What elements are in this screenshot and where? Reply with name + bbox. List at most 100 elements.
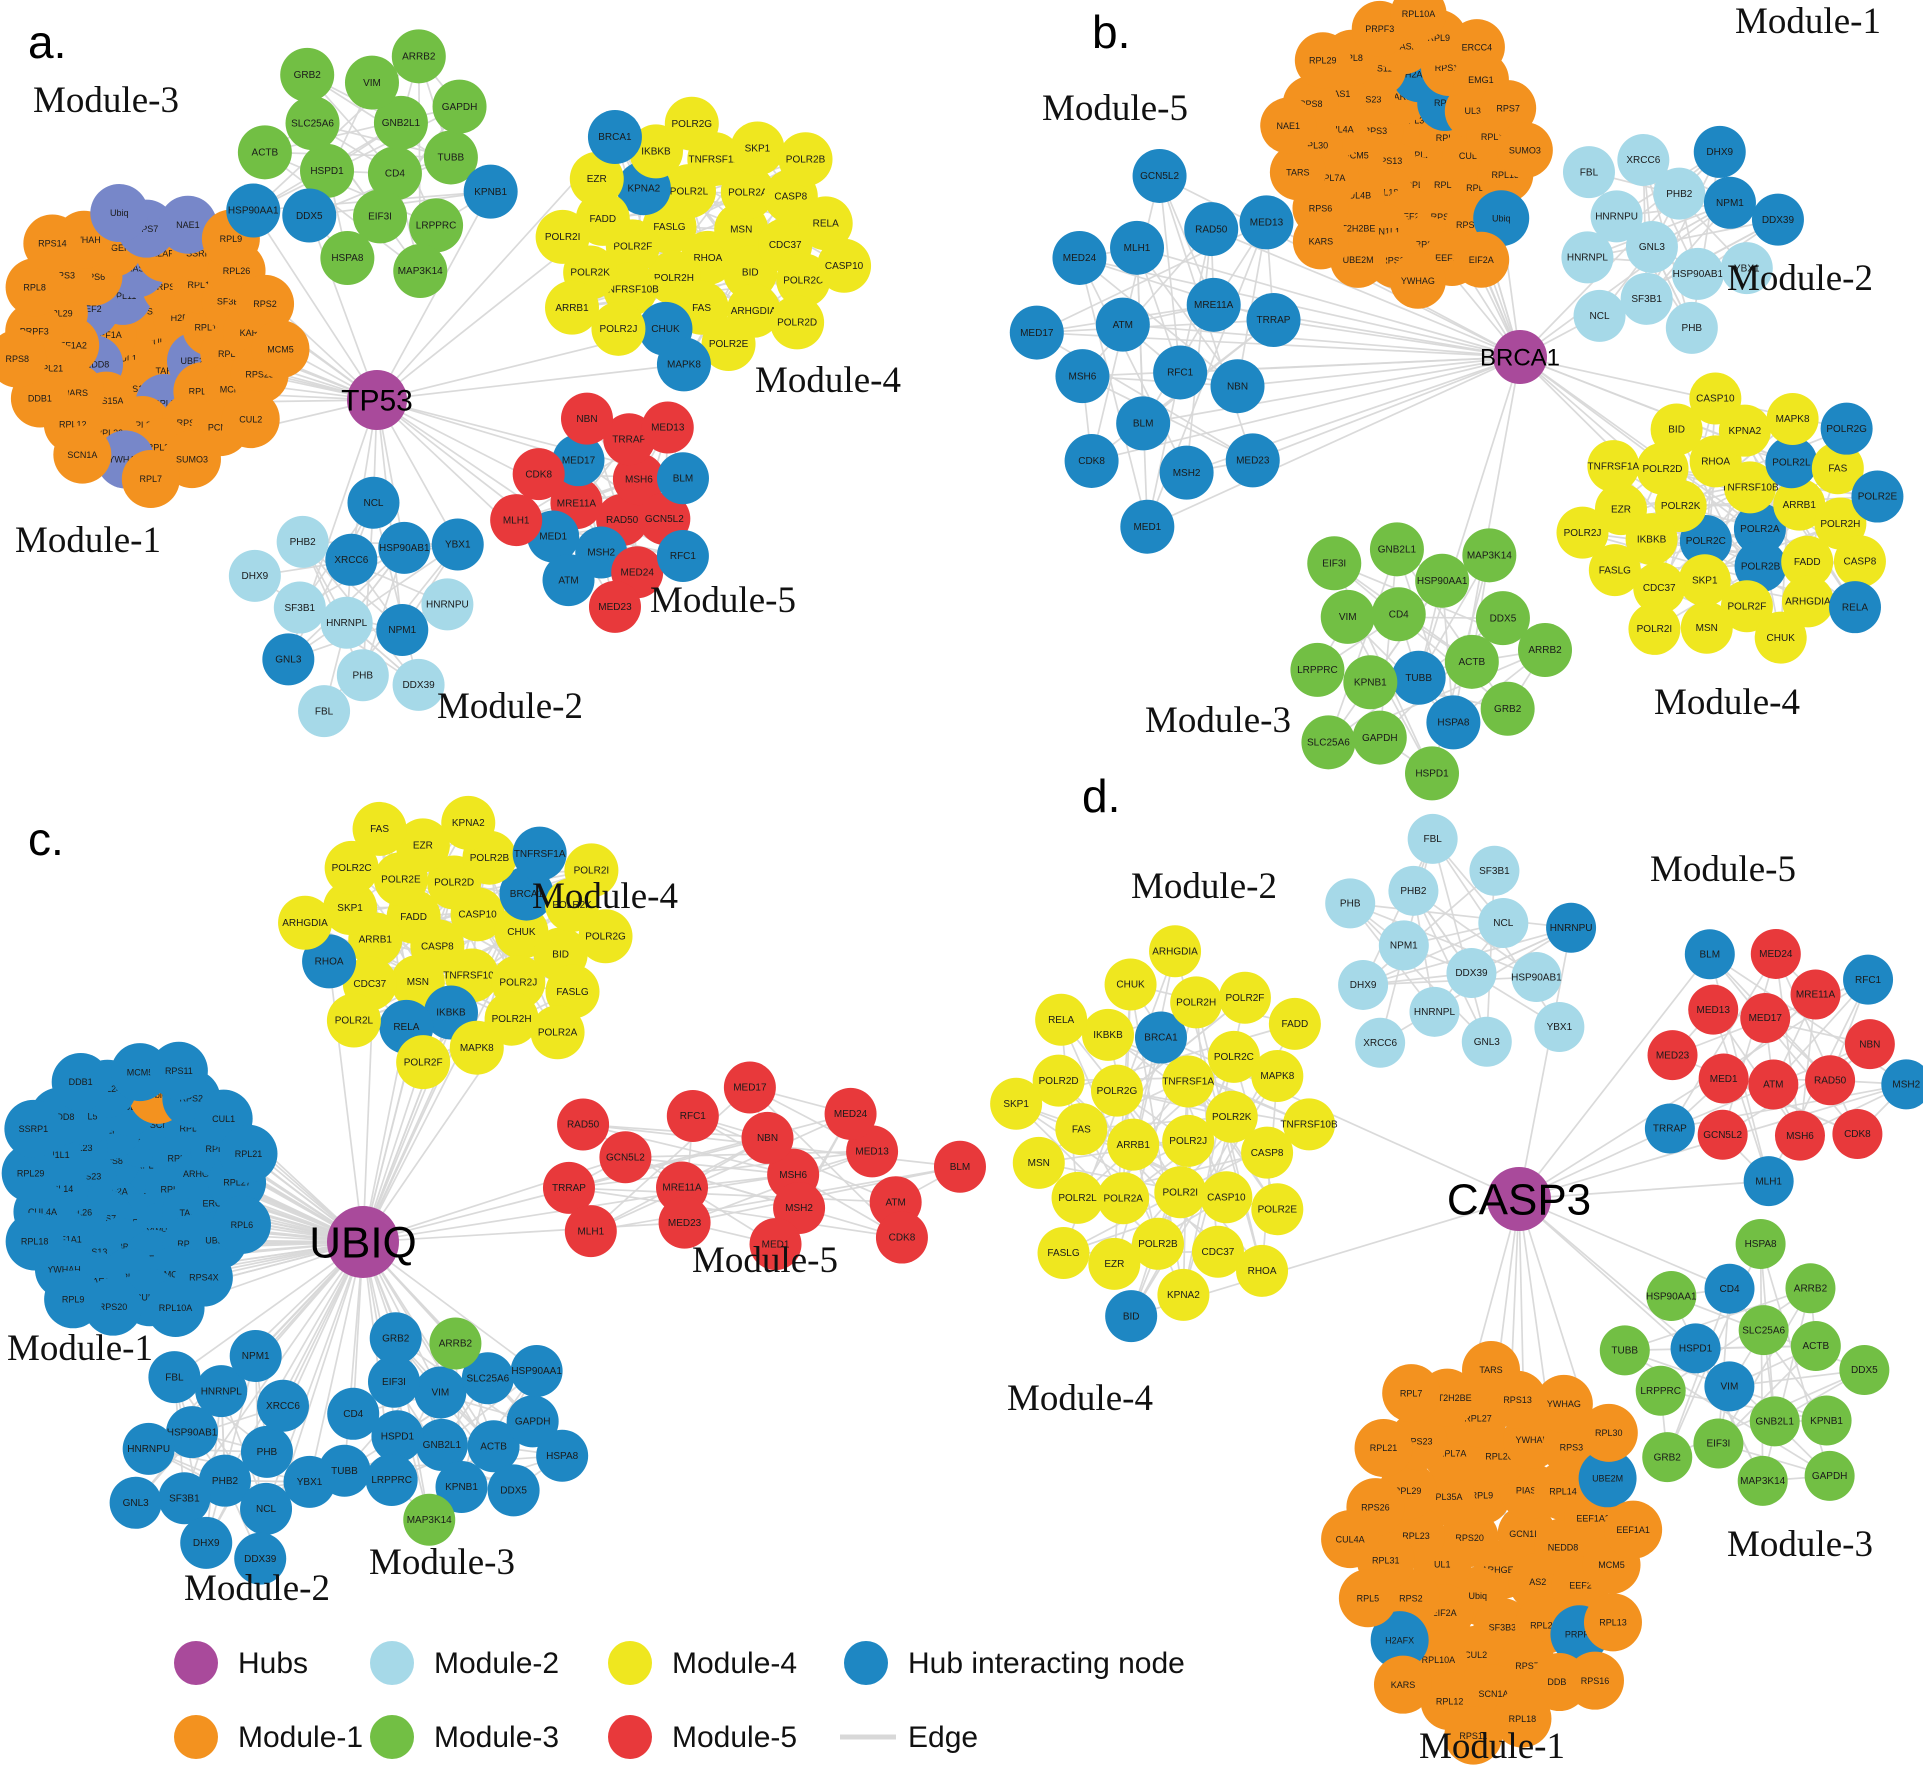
node-RPS2[interactable] (236, 274, 295, 333)
node-NCL[interactable] (240, 1482, 293, 1535)
node-POLR2E[interactable] (1851, 470, 1904, 523)
node-KPNA2[interactable] (441, 795, 496, 850)
node-RPS14[interactable] (23, 214, 82, 273)
node-DHX9[interactable] (1338, 959, 1389, 1010)
node-SSRP1[interactable] (4, 1099, 63, 1158)
node-RAD50[interactable] (557, 1098, 610, 1151)
node-VIM[interactable] (1320, 589, 1375, 644)
node-BLM[interactable] (1116, 396, 1171, 451)
node-RPL5[interactable] (1338, 1569, 1397, 1628)
node-FADD[interactable] (1268, 997, 1321, 1050)
node-DDX39[interactable] (1751, 193, 1804, 246)
node-PHB2[interactable] (276, 515, 329, 568)
node-POLR2I[interactable] (1154, 1166, 1207, 1219)
node-HNRNPL[interactable] (320, 596, 373, 649)
node-MAPK8[interactable] (1766, 392, 1819, 445)
node-RPS8[interactable] (0, 329, 47, 388)
node-POLR2D[interactable] (1032, 1054, 1085, 1107)
node-MSH2[interactable] (1159, 445, 1214, 500)
node-SF3B1[interactable] (273, 581, 326, 634)
node-CDC37[interactable] (1191, 1225, 1244, 1278)
node-RFC1[interactable] (1153, 345, 1208, 400)
node-HSPD1[interactable] (1670, 1323, 1721, 1374)
node-MSH6[interactable] (1774, 1110, 1825, 1161)
node-ACTB[interactable] (1790, 1320, 1841, 1371)
node-TARS[interactable] (1461, 1341, 1520, 1400)
node-POLR2D[interactable] (1636, 442, 1689, 495)
node-RPL29[interactable] (1, 1144, 60, 1203)
node-SKP1[interactable] (323, 881, 378, 936)
node-MED24[interactable] (1052, 230, 1107, 285)
node-MED13[interactable] (641, 401, 694, 454)
node-EIF3I[interactable] (353, 189, 408, 244)
node-RFC1[interactable] (656, 529, 709, 582)
node-MED23[interactable] (588, 580, 641, 633)
node-GNL3[interactable] (1461, 1016, 1512, 1067)
node-FADD[interactable] (575, 191, 630, 246)
node-MAP3K14[interactable] (393, 244, 448, 299)
node-CDC37[interactable] (1633, 561, 1686, 614)
node-BRCA1[interactable] (587, 110, 642, 165)
node-POLR2B[interactable] (1734, 540, 1787, 593)
node-RPS7[interactable] (1480, 80, 1537, 137)
node-LRPPRC[interactable] (409, 198, 464, 253)
node-RAD50[interactable] (1184, 202, 1239, 257)
node-NPM1[interactable] (229, 1329, 282, 1382)
node-TUBB[interactable] (1599, 1325, 1650, 1376)
node-FBL[interactable] (298, 685, 351, 738)
node-CDK8[interactable] (512, 448, 565, 501)
node-POLR2K[interactable] (1205, 1090, 1258, 1143)
node-GAPDH[interactable] (432, 79, 487, 134)
node-EIF3I[interactable] (367, 1355, 420, 1408)
node-MED13[interactable] (1239, 195, 1294, 250)
node-POLR2F[interactable] (1218, 971, 1271, 1024)
node-YBX1[interactable] (1720, 242, 1773, 295)
node-MLH1[interactable] (564, 1205, 617, 1258)
node-TNFRSF10B[interactable] (1283, 1098, 1336, 1151)
node-ARRB2[interactable] (1785, 1263, 1836, 1314)
node-GNL3[interactable] (1625, 220, 1678, 273)
node-NBN[interactable] (741, 1111, 794, 1164)
node-BID[interactable] (1105, 1290, 1158, 1343)
node-LRPPRC[interactable] (365, 1453, 418, 1506)
node-CASP10[interactable] (1689, 372, 1742, 425)
node-HNRNPU[interactable] (421, 578, 474, 631)
node-ARRB2[interactable] (391, 29, 446, 84)
node-RPL10A[interactable] (146, 1279, 205, 1338)
node-MLH1[interactable] (490, 494, 543, 547)
node-ARHGDIA[interactable] (1149, 925, 1202, 978)
node-BRCA1[interactable] (1134, 1011, 1187, 1064)
node-CD4[interactable] (1704, 1263, 1755, 1314)
node-KPNB1[interactable] (1801, 1395, 1852, 1446)
node-KARS[interactable] (1292, 213, 1349, 270)
node-POLR2J[interactable] (1556, 506, 1609, 559)
node-ACTB[interactable] (1444, 634, 1499, 689)
node-MED24[interactable] (824, 1087, 877, 1140)
node-NCL[interactable] (1478, 897, 1529, 948)
node-TUBB[interactable] (423, 130, 478, 185)
node-RELA[interactable] (798, 196, 853, 251)
node-FAS[interactable] (1811, 442, 1864, 495)
node-POLR2L[interactable] (1765, 436, 1818, 489)
node-GAPDH[interactable] (1352, 710, 1407, 765)
node-MRE11A[interactable] (1790, 969, 1841, 1020)
node-CASP8[interactable] (1241, 1126, 1294, 1179)
node-POLR2L[interactable] (326, 993, 381, 1048)
node-NPM1[interactable] (1378, 920, 1429, 971)
node-MSH6[interactable] (612, 453, 665, 506)
node-ARRB1[interactable] (1107, 1118, 1160, 1171)
node-YWHAG[interactable] (1534, 1374, 1593, 1433)
node-RPL7[interactable] (1382, 1364, 1441, 1423)
node-CD4[interactable] (367, 146, 422, 201)
node-MLH1[interactable] (1110, 220, 1165, 275)
node-POLR2F[interactable] (1720, 580, 1773, 633)
node-NPM1[interactable] (376, 603, 429, 656)
node-CUL4A[interactable] (1321, 1510, 1380, 1569)
node-GAPDH[interactable] (506, 1395, 559, 1448)
node-GNB2L1[interactable] (415, 1418, 468, 1471)
node-ATM[interactable] (1748, 1059, 1799, 1110)
node-SF3B1[interactable] (1469, 845, 1520, 896)
node-RFC1[interactable] (666, 1089, 719, 1142)
node-GNB2L1[interactable] (373, 95, 428, 150)
node-EIF2A[interactable] (1453, 231, 1510, 288)
